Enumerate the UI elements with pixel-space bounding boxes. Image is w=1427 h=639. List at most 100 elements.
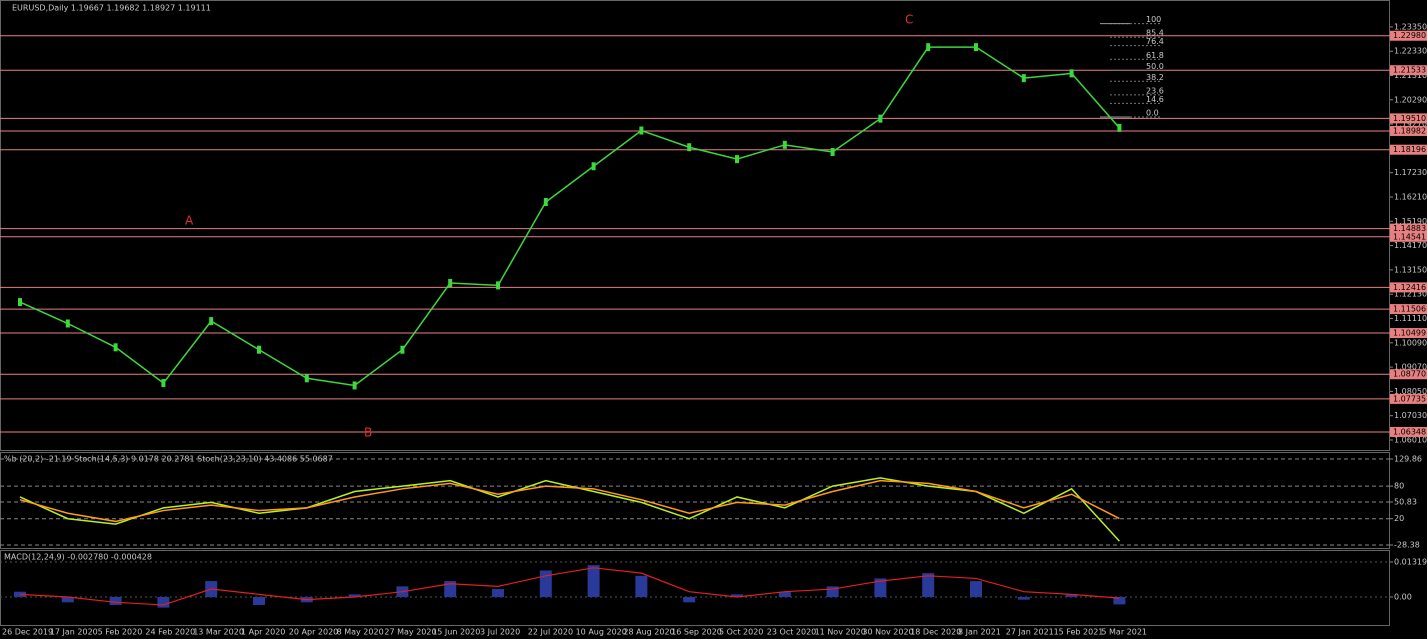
series-line — [19, 479, 1120, 523]
x-tick-label: 5 Feb 2020 — [98, 628, 143, 637]
candle — [304, 374, 309, 383]
macd-bar — [635, 575, 648, 598]
macd-panel — [0, 550, 1390, 626]
x-tick-label: 1 Apr 2020 — [241, 628, 285, 637]
macd-bar — [348, 594, 361, 598]
price-level-label: 1.21533 — [1393, 66, 1426, 75]
candle — [830, 147, 835, 156]
price-level-box — [1390, 426, 1427, 437]
stoch-panel — [0, 452, 1390, 549]
candle — [1117, 123, 1122, 132]
y-tick-label: 1.15190 — [1394, 217, 1427, 226]
y-tick-label: 1.12130 — [1394, 290, 1427, 299]
y-tick-label: 1.21310 — [1394, 71, 1427, 80]
price-level-box — [1390, 223, 1427, 234]
signal-line — [19, 567, 1120, 606]
y-tick-label: 1.19270 — [1394, 120, 1427, 129]
y-tick-label: 1.07030 — [1394, 411, 1427, 420]
x-tick-label: 23 Oct 2020 — [767, 628, 816, 637]
x-tick-label: 18 Dec 2020 — [910, 628, 961, 637]
x-tick-label: 15 Jun 2020 — [432, 628, 480, 637]
x-tick-label: 3 Jul 2020 — [480, 628, 520, 637]
y-tick-label: 20 — [1394, 514, 1404, 523]
price-level-box — [1390, 369, 1427, 380]
candle — [352, 381, 357, 390]
y-tick-label: 80 — [1394, 482, 1404, 491]
x-tick-label: 5 Mar 2021 — [1101, 628, 1147, 637]
y-tick-label: 129.86 — [1394, 455, 1422, 464]
price-level-box — [1390, 304, 1427, 315]
y-tick-label: 1.17230 — [1394, 168, 1427, 177]
y-tick-label: 1.23350 — [1394, 22, 1427, 31]
y-tick-label: -28.38 — [1394, 541, 1420, 550]
price-level-label: 1.10499 — [1393, 329, 1426, 338]
candle — [496, 281, 500, 290]
series-line — [19, 46, 1120, 387]
x-tick-label: 10 Aug 2020 — [576, 628, 627, 637]
macd-bar — [539, 570, 552, 598]
y-tick-label: 1.10090 — [1394, 338, 1427, 347]
price-level-box — [1390, 125, 1427, 136]
macd-bar — [970, 581, 982, 598]
x-tick-label: 24 Feb 2020 — [145, 628, 195, 637]
candle — [257, 345, 261, 354]
main-panel — [0, 0, 1390, 451]
wave-label: A — [185, 214, 194, 228]
price-level-box — [1390, 65, 1427, 76]
candle — [878, 114, 883, 123]
wave-label: B — [364, 426, 372, 440]
candle — [113, 343, 118, 352]
macd-title: MACD(12,24,9) -0.002780 -0.000428 — [4, 553, 152, 562]
candle — [65, 319, 70, 328]
candle — [400, 345, 405, 354]
macd-bar — [826, 586, 839, 598]
x-tick-label: 15 Feb 2021 — [1054, 628, 1104, 637]
candle — [974, 43, 978, 52]
price-level-label: 1.14883 — [1393, 224, 1426, 233]
macd-bar — [1017, 597, 1030, 600]
candle — [591, 162, 596, 171]
macd-bar — [109, 597, 122, 605]
x-tick-label: 16 Sep 2020 — [671, 628, 722, 637]
x-tick-label: 30 Nov 2020 — [862, 628, 913, 637]
macd-bar — [587, 565, 600, 598]
candle — [543, 198, 548, 207]
macd-bar — [444, 581, 457, 598]
candle — [161, 379, 166, 388]
y-tick-label: 1.08050 — [1394, 387, 1427, 396]
chart-title: EURUSD,Daily 1.19667 1.19682 1.18927 1.1… — [12, 4, 211, 13]
macd-bar — [253, 597, 265, 605]
y-tick-label: 1.16210 — [1394, 193, 1427, 202]
fib-label: 100 — [1146, 15, 1161, 24]
x-tick-label: 8 May 2020 — [337, 628, 384, 637]
candle — [926, 43, 931, 52]
y-tick-label: 1.09070 — [1394, 363, 1427, 372]
price-level-label: 1.12416 — [1393, 283, 1426, 292]
y-tick-label: 1.11110 — [1394, 314, 1427, 323]
candle — [1069, 69, 1074, 78]
price-level-label: 1.11506 — [1393, 305, 1426, 314]
price-level-label: 1.18982 — [1393, 126, 1426, 135]
y-tick-label: 1.13150 — [1394, 265, 1427, 274]
macd-bar — [778, 591, 791, 598]
price-level-box — [1390, 328, 1427, 339]
x-tick-label: 26 Dec 2019 — [2, 628, 53, 637]
price-level-box — [1390, 30, 1427, 41]
candle — [448, 279, 453, 288]
series-line — [19, 477, 1120, 542]
macd-bar — [1113, 597, 1126, 605]
candle — [687, 143, 692, 152]
x-tick-label: 22 Jul 2020 — [528, 628, 573, 637]
y-tick-label: 50.83 — [1394, 497, 1417, 506]
price-level-box — [1390, 113, 1427, 124]
macd-bar — [61, 597, 74, 603]
fib-label: 0.0 — [1146, 108, 1159, 117]
x-tick-label: 27 May 2020 — [384, 628, 436, 637]
macd-bar — [492, 589, 504, 598]
x-tick-label: 11 Nov 2020 — [815, 628, 866, 637]
fib-label: 61.8 — [1146, 51, 1164, 60]
candle — [209, 317, 214, 326]
y-tick-label: 1.22330 — [1394, 47, 1427, 56]
